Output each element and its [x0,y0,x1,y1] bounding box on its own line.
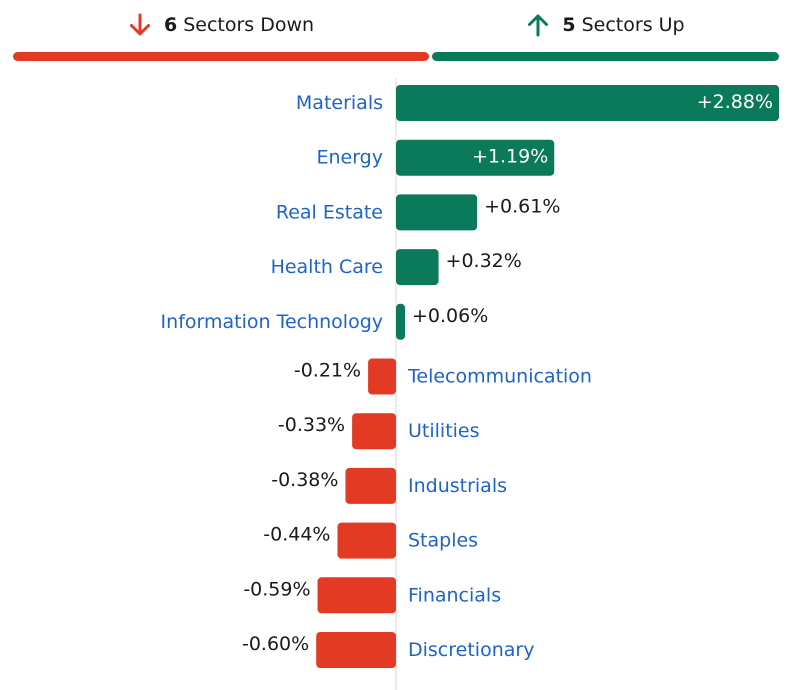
category-label[interactable]: Telecommunication [407,366,592,388]
category-label[interactable]: Utilities [408,420,480,442]
bar-industrials[interactable] [345,467,396,504]
category-label[interactable]: Financials [408,584,501,606]
bar-energy[interactable] [396,139,555,176]
value-label: +0.61% [484,195,560,217]
category-label[interactable]: Real Estate [276,201,383,223]
category-label[interactable]: Information Technology [161,311,383,333]
bar-information-technology[interactable] [396,303,405,340]
arrow-down-icon [129,13,150,36]
bar-real-estate[interactable] [396,194,478,231]
sectors-down-count: 6 [163,14,178,36]
value-label: +1.19% [472,146,548,168]
category-label[interactable]: Materials [296,92,383,114]
bar-telecommunication[interactable] [368,358,396,395]
sectors-up-label: Sectors Up [581,14,685,36]
category-label[interactable]: Energy [316,147,383,169]
value-label: -0.21% [294,360,361,382]
category-label[interactable]: Industrials [408,475,507,497]
value-label: -0.60% [242,633,309,655]
value-label: +2.88% [697,91,773,113]
sectors-up-summary: 5 Sectors Up [432,0,779,50]
bar-discretionary[interactable] [316,632,396,668]
value-label: +0.32% [446,250,522,272]
category-label[interactable]: Staples [408,530,478,552]
sectors-up-count: 5 [562,14,576,36]
bar-financials[interactable] [317,577,396,614]
sectors-up-ratio-bar [432,52,779,61]
bar-materials[interactable] [396,85,779,121]
category-label[interactable]: Discretionary [408,639,534,661]
sectors-down-label: Sectors Down [183,14,315,36]
arrow-up-icon [528,14,549,37]
value-label: -0.44% [263,524,330,546]
sectors-down-ratio-bar [13,52,429,61]
category-label[interactable]: Health Care [271,256,383,278]
value-label: -0.38% [271,469,338,491]
value-label: -0.59% [243,578,310,600]
bar-utilities[interactable] [352,413,396,450]
sectors-down-summary: 6 Sectors Down [13,0,429,50]
value-label: -0.33% [278,414,345,436]
bar-health-care[interactable] [396,249,439,286]
value-label: +0.06% [412,305,488,327]
bar-staples[interactable] [337,522,396,559]
